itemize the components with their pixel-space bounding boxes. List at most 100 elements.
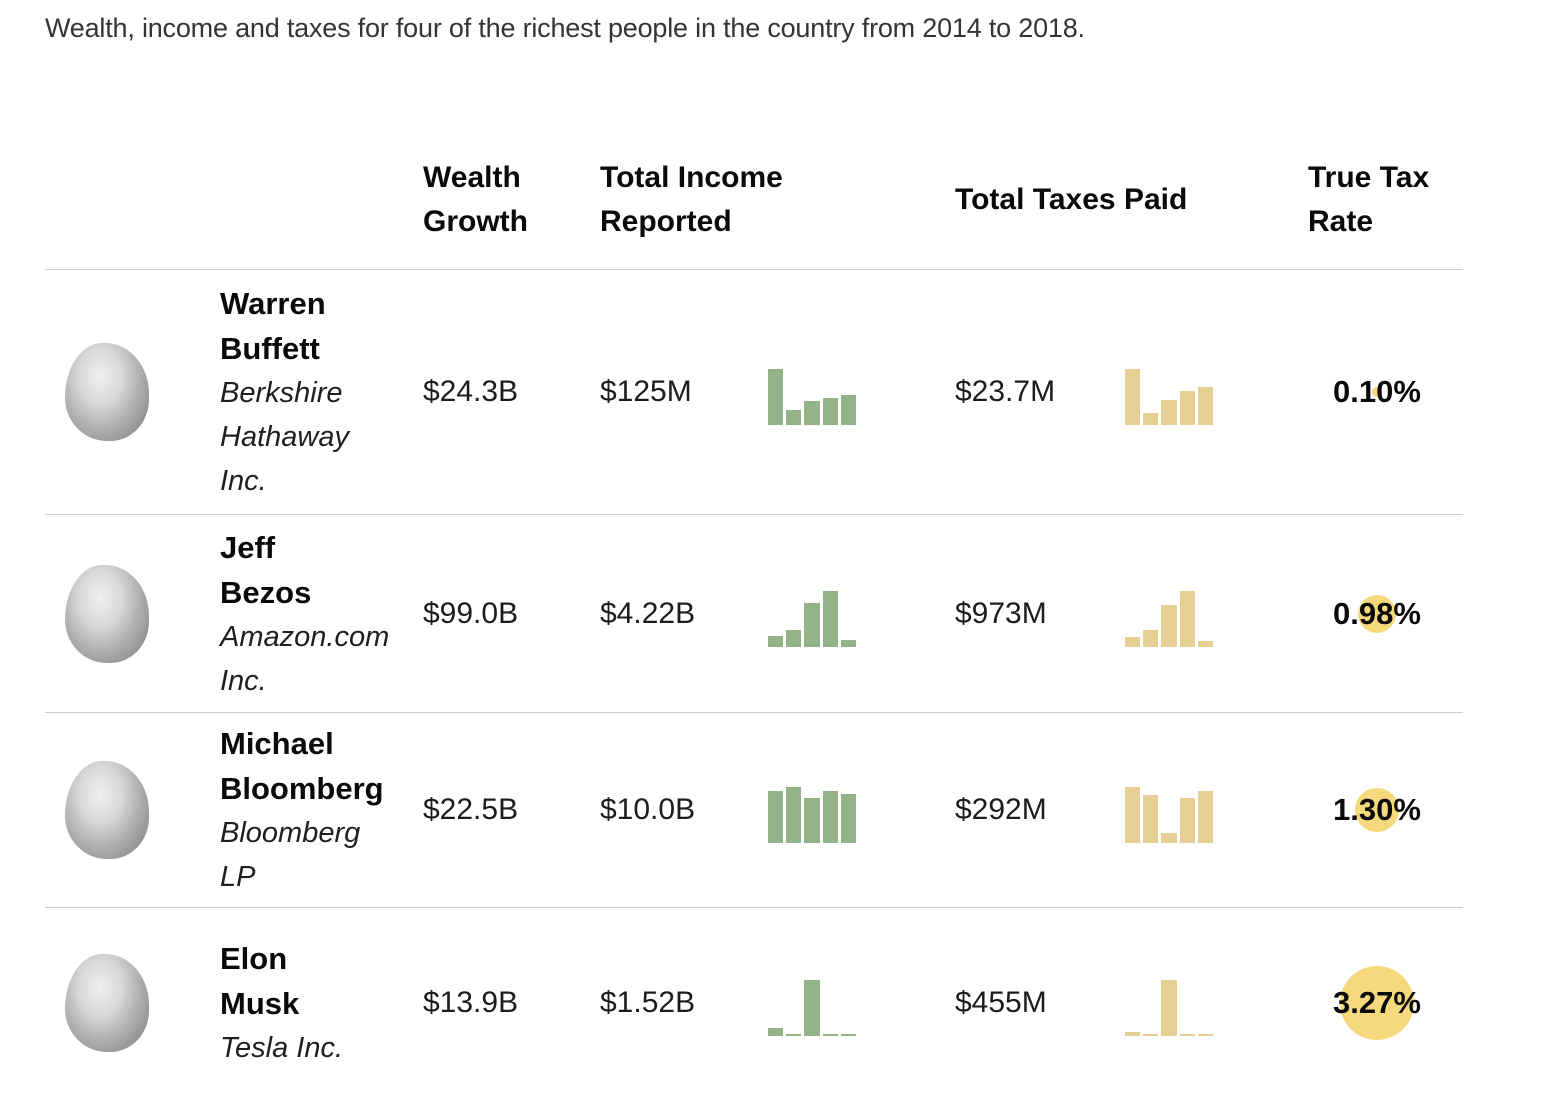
person-name: Jeff: [220, 529, 276, 565]
column-header-true-tax-rate: True Tax Rate: [1308, 156, 1463, 244]
column-header-total-income: Total Income Reported: [600, 156, 783, 244]
income-minichart: [768, 787, 857, 843]
jeff-bezos-photo: [65, 564, 149, 663]
rate-bubble: [1357, 594, 1396, 633]
taxes-minichart: [1125, 590, 1214, 647]
rate-cell: 0.10%: [1308, 374, 1463, 410]
person-name: Michael: [220, 726, 334, 761]
table-row-elon-musk: Elon Musk Tesla Inc. $13.9B $1.52B $455M…: [45, 908, 1463, 1098]
column-header-line: True Tax: [1308, 160, 1430, 194]
minichart-bar: [786, 787, 802, 843]
minichart-bar: [1143, 629, 1159, 647]
rate-cell: 3.27%: [1308, 966, 1463, 1040]
true-tax-rate: 1.30%: [1333, 788, 1421, 832]
true-tax-rate-value: 3.27%: [1333, 985, 1421, 1020]
income-minichart: [768, 980, 857, 1036]
wealth-growth-value: $22.5B: [423, 793, 519, 826]
minichart-bar: [822, 1034, 838, 1036]
minichart-bar: [1197, 387, 1214, 425]
name-cell: Elon Musk Tesla Inc.: [220, 936, 423, 1070]
column-header-line: Rate: [1308, 204, 1374, 238]
name-cell: Jeff Bezos Amazon.com Inc.: [220, 525, 423, 703]
total-taxes-value: $455M: [955, 986, 1047, 1019]
minichart-bar: [786, 629, 802, 647]
rate-bubble: [1354, 788, 1399, 832]
photo-cell: [45, 343, 220, 441]
minichart-bar: [1179, 391, 1195, 425]
minichart-bar: [1143, 795, 1159, 843]
person-name: Musk: [220, 986, 300, 1021]
minichart-bar: [786, 1034, 802, 1036]
rich-list-table: Wealth Growth Total Income Reported Tota…: [45, 130, 1463, 1098]
person-name: Warren: [220, 286, 326, 321]
minichart-bar: [822, 398, 838, 425]
total-taxes-value: $23.7M: [955, 375, 1056, 408]
company-name: Inc.: [220, 465, 267, 497]
minichart-bar: [1179, 590, 1195, 647]
minichart-bar: [1179, 798, 1195, 843]
minichart-bar: [1143, 413, 1159, 425]
minichart-bar: [822, 791, 838, 843]
minichart-bar: [840, 794, 857, 843]
company-name: Bloomberg: [220, 817, 361, 849]
true-tax-rate: 3.27%: [1333, 966, 1421, 1040]
minichart-bar: [1197, 791, 1214, 843]
minichart-bar: [1161, 400, 1177, 425]
true-tax-rate: 0.10%: [1333, 374, 1421, 410]
minichart-bar: [840, 639, 857, 647]
wealth-growth-value: $13.9B: [423, 986, 519, 1019]
rate-cell: 1.30%: [1308, 788, 1463, 832]
column-header-line: Reported: [600, 204, 732, 238]
column-header-line: Total Income: [600, 160, 783, 194]
minichart-bar: [840, 395, 857, 425]
name-cell: Michael Bloomberg Bloomberg LP: [220, 721, 423, 899]
true-tax-rate: 0.98%: [1333, 594, 1421, 633]
company-name: Berkshire: [220, 377, 343, 409]
total-taxes-value: $973M: [955, 596, 1047, 630]
minichart-bar: [1125, 1032, 1141, 1036]
minichart-bar: [804, 980, 820, 1036]
total-taxes-value: $292M: [955, 793, 1047, 826]
minichart-bar: [804, 798, 820, 843]
company-name: Hathaway: [220, 421, 349, 453]
true-tax-rate-value: 0.98%: [1333, 595, 1421, 631]
person-name: Buffett: [220, 331, 320, 366]
elon-musk-photo: [65, 954, 149, 1052]
warren-buffett-photo: [65, 343, 149, 441]
photo-cell: [45, 954, 220, 1052]
minichart-bar: [768, 1028, 784, 1036]
true-tax-rate-value: 1.30%: [1333, 792, 1421, 827]
total-income-value: $4.22B: [600, 596, 696, 630]
minichart-bar: [1179, 1034, 1195, 1036]
company-name: Tesla Inc.: [220, 1032, 344, 1064]
table-row-jeff-bezos: Jeff Bezos Amazon.com Inc. $99.0B $4.22B…: [45, 515, 1463, 713]
rate-bubble: [1371, 387, 1382, 397]
column-header-wealth-growth: Wealth Growth: [423, 156, 600, 244]
minichart-bar: [1161, 604, 1177, 647]
table-header-row: Wealth Growth Total Income Reported Tota…: [45, 130, 1463, 270]
taxes-minichart: [1125, 980, 1214, 1036]
company-name: LP: [220, 861, 256, 893]
table-row-warren-buffett: Warren Buffett Berkshire Hathaway Inc. $…: [45, 270, 1463, 515]
minichart-bar: [1125, 787, 1141, 843]
person-name: Bloomberg: [220, 771, 384, 806]
column-header-total-taxes: Total Taxes Paid: [955, 178, 1187, 222]
minichart-bar: [1125, 636, 1141, 647]
person-name: Bezos: [220, 574, 312, 610]
person-name: Elon: [220, 941, 288, 976]
true-tax-rate-value: 0.10%: [1333, 374, 1421, 409]
total-income-value: $125M: [600, 375, 692, 408]
name-cell: Warren Buffett Berkshire Hathaway Inc.: [220, 281, 423, 503]
taxes-minichart: [1125, 787, 1214, 843]
table-row-michael-bloomberg: Michael Bloomberg Bloomberg LP $22.5B $1…: [45, 713, 1463, 908]
wealth-growth-value: $24.3B: [423, 375, 519, 408]
column-header-line: Wealth: [423, 160, 521, 194]
column-header-line: Growth: [423, 204, 528, 238]
minichart-bar: [1197, 1034, 1214, 1036]
income-minichart: [768, 590, 857, 647]
minichart-bar: [804, 602, 820, 647]
total-income-value: $1.52B: [600, 986, 696, 1019]
minichart-bar: [768, 635, 784, 647]
minichart-bar: [804, 401, 820, 425]
intro-text: Wealth, income and taxes for four of the…: [45, 13, 1085, 43]
